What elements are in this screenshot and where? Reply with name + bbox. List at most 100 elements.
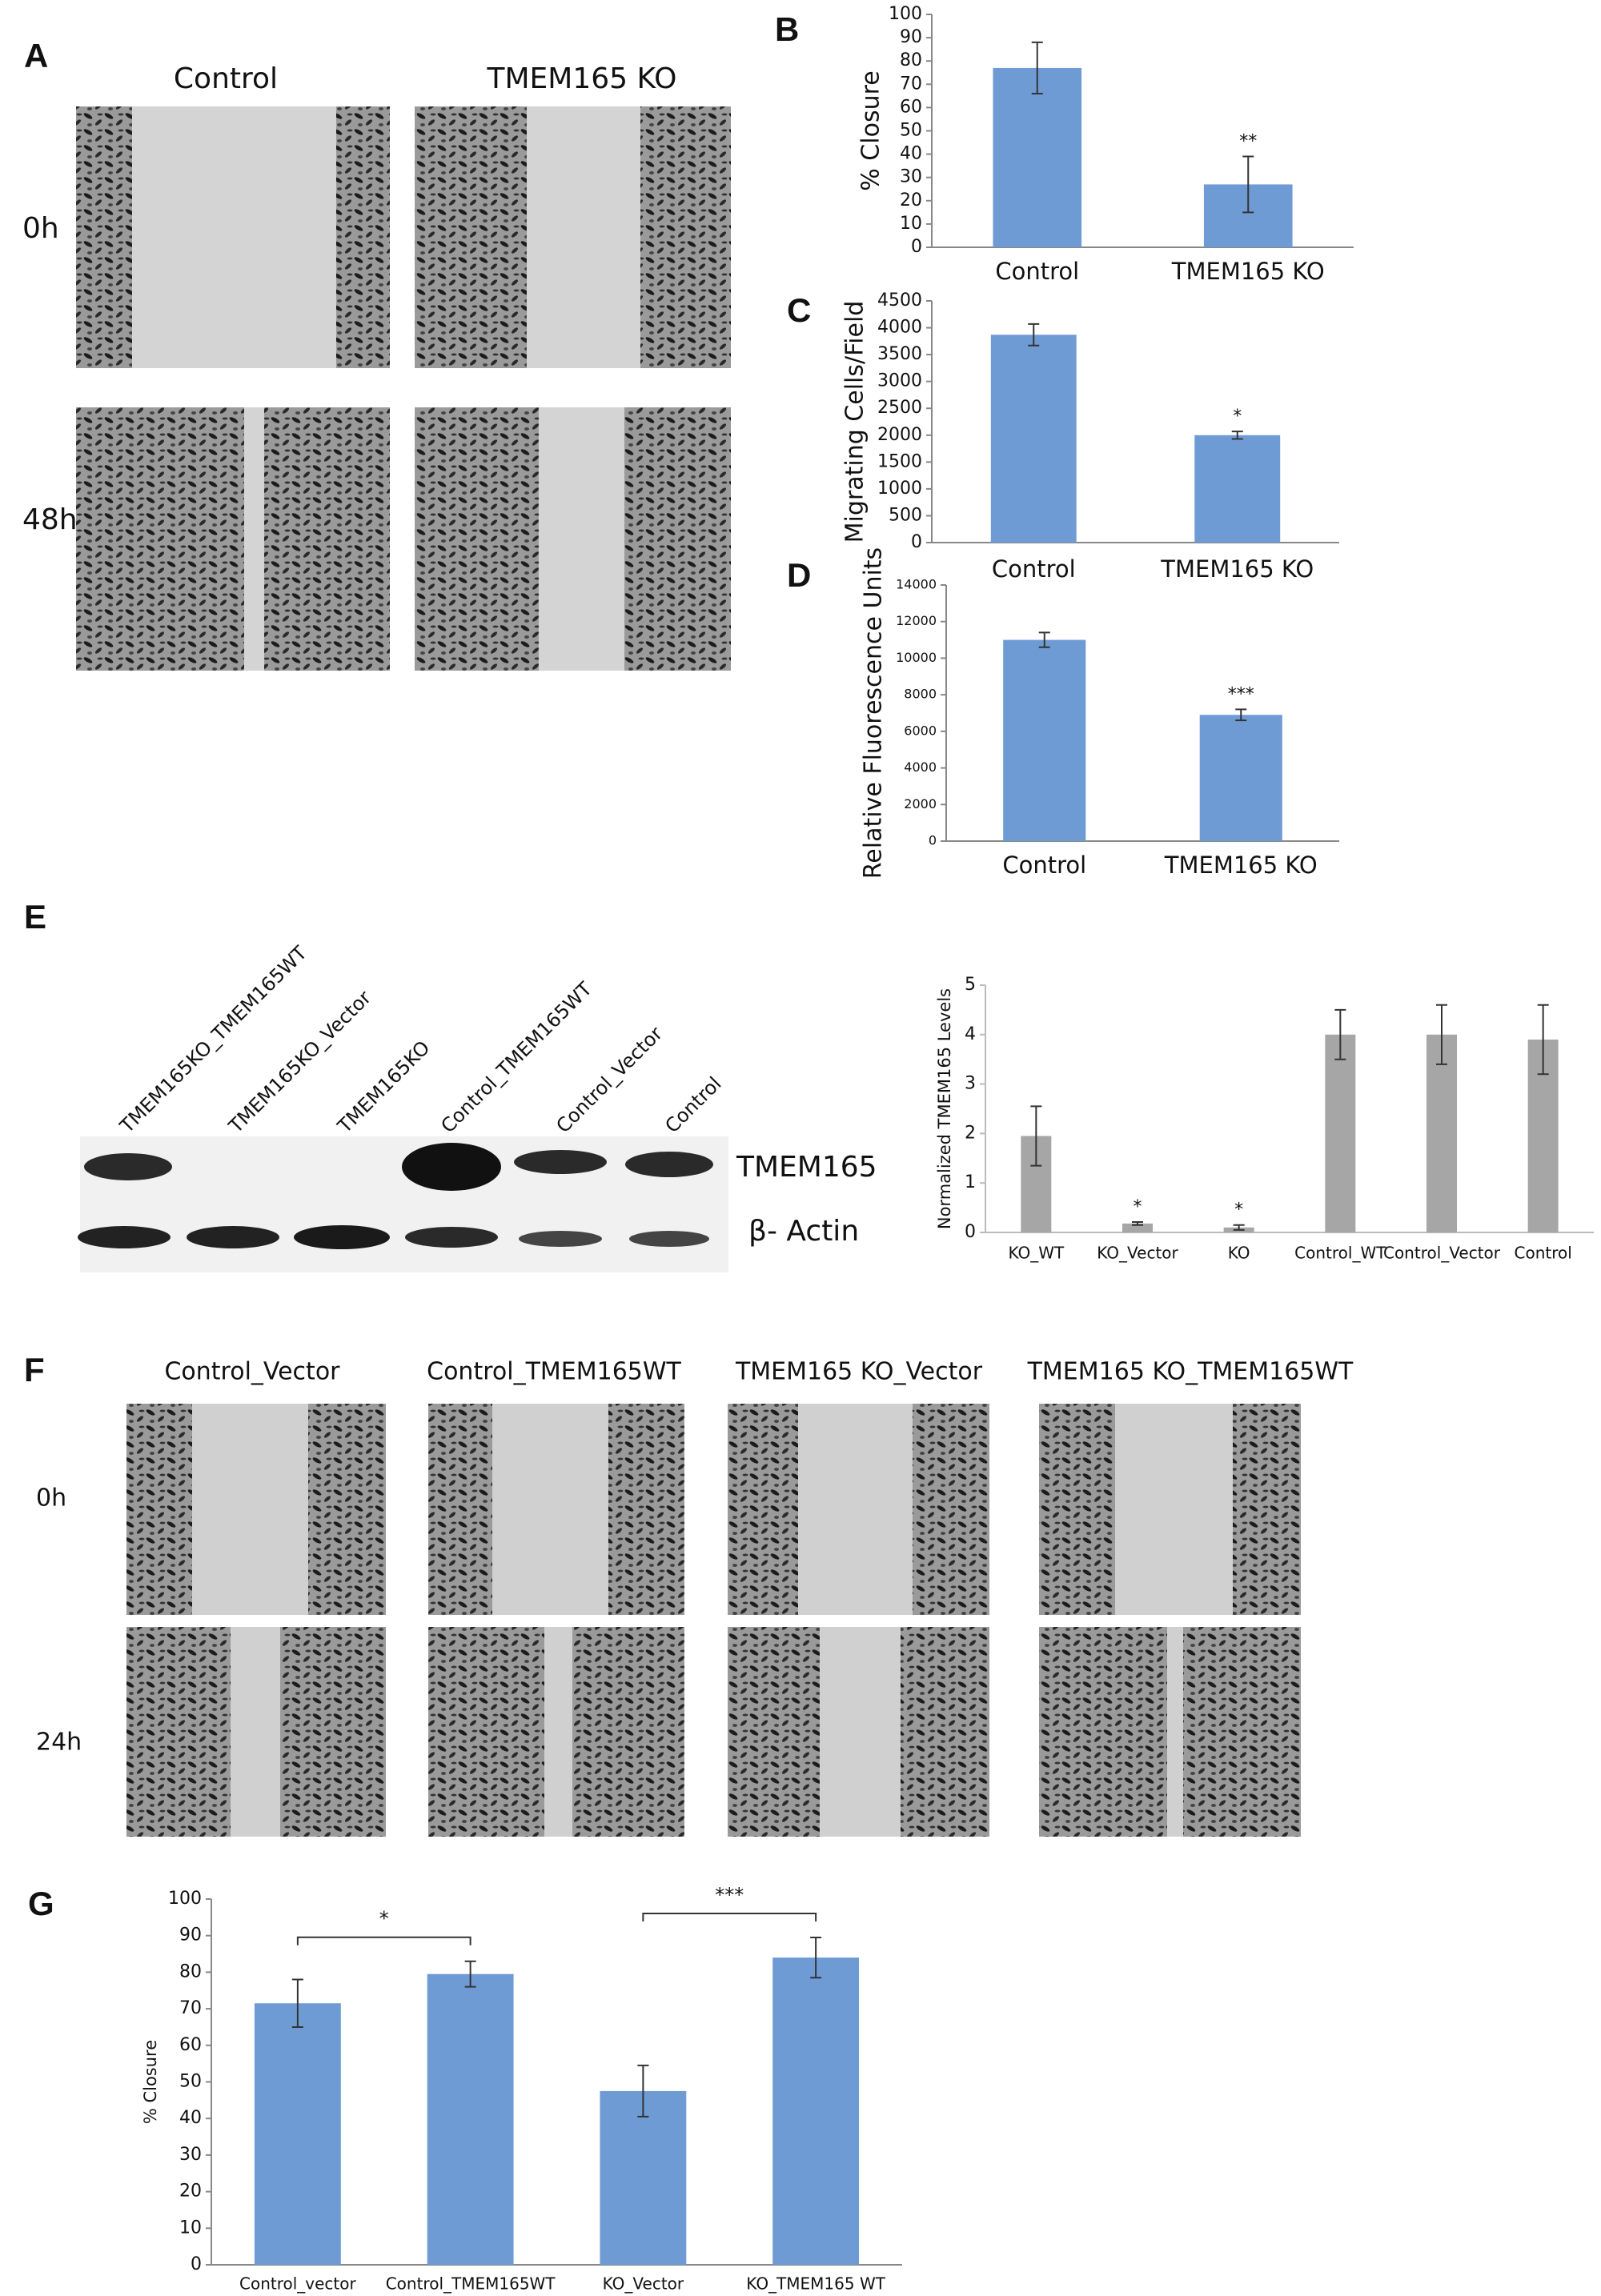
y-tick-label: 2 — [965, 1123, 976, 1143]
y-tick-label: 80 — [900, 50, 922, 70]
y-tick-label: 70 — [179, 1998, 202, 2018]
error-bar — [810, 1936, 822, 1979]
bar — [1325, 1034, 1356, 1232]
significance-label: *** — [1228, 684, 1254, 704]
x-tick-label: TMEM165 KO — [1160, 555, 1314, 583]
y-axis-label: Relative Fluorescence Units — [860, 547, 888, 879]
y-tick-label: 14000 — [896, 577, 937, 592]
micrograph — [1039, 1404, 1301, 1615]
panel-letter: A — [24, 37, 48, 74]
error-bar — [1031, 41, 1043, 94]
y-tick-label: 3000 — [877, 371, 922, 391]
y-tick-label: 0 — [191, 2254, 202, 2274]
y-tick-label: 90 — [179, 1925, 202, 1945]
micrograph — [1039, 1627, 1301, 1837]
error-bar — [1028, 323, 1040, 347]
panel-letter: B — [775, 10, 799, 48]
bar — [1003, 639, 1086, 841]
y-tick-label: 70 — [900, 74, 922, 94]
y-tick-label: 2000 — [904, 796, 937, 811]
bar — [1426, 1034, 1457, 1232]
bar — [1194, 435, 1281, 543]
bar — [1122, 1223, 1153, 1232]
error-bar — [1132, 1221, 1143, 1226]
significance-label: * — [1234, 1200, 1243, 1220]
y-axis-label: % Closure — [141, 2040, 160, 2124]
micrograph — [428, 1627, 684, 1837]
y-tick-label: 1 — [965, 1172, 976, 1192]
error-bar — [1242, 155, 1254, 214]
lane-label: Control_Vector — [552, 1022, 667, 1137]
y-tick-label: 5 — [965, 975, 976, 995]
micrograph — [76, 106, 390, 368]
y-tick-label: 80 — [179, 1961, 202, 1981]
y-axis-label: Normalized TMEM165 Levels — [935, 988, 954, 1229]
y-tick-label: 50 — [179, 2072, 202, 2092]
lane-label: Control — [660, 1072, 725, 1137]
error-bar — [637, 2064, 649, 2118]
y-tick-label: 20 — [900, 190, 922, 210]
band-label: β- Actin — [748, 1215, 859, 1248]
micrograph — [728, 1627, 989, 1837]
micrograph — [415, 106, 731, 368]
x-tick-label: KO_TMEM165 WT — [746, 2274, 885, 2294]
error-bar — [1235, 708, 1247, 722]
x-tick-label: Control_WT — [1294, 1244, 1386, 1263]
y-tick-label: 0 — [965, 1222, 976, 1242]
y-tick-label: 2000 — [877, 425, 922, 445]
y-tick-label: 10 — [179, 2218, 202, 2238]
lane-label: TMEM165KO_TMEM165WT — [115, 941, 311, 1137]
micrograph — [126, 1627, 386, 1837]
y-tick-label: 10000 — [896, 650, 937, 665]
bar — [254, 2003, 341, 2265]
y-tick-label: 60 — [179, 2035, 202, 2055]
x-tick-label: Control_Vector — [1383, 1244, 1501, 1263]
x-tick-label: Control_vector — [239, 2274, 357, 2294]
x-tick-label: KO_Vector — [603, 2274, 684, 2294]
micrograph — [76, 407, 390, 671]
y-tick-label: 0 — [911, 532, 922, 552]
bar — [993, 67, 1082, 248]
y-axis-label: Migrating Cells/Field — [841, 301, 869, 543]
significance-label: * — [1134, 1197, 1142, 1217]
y-tick-label: 0 — [911, 237, 922, 257]
error-bar — [1231, 431, 1243, 440]
y-tick-label: 10 — [900, 214, 922, 234]
y-tick-label: 0 — [929, 833, 937, 848]
bar — [600, 2090, 687, 2265]
row-title: 0h — [22, 212, 59, 245]
panel-letter: D — [787, 556, 811, 594]
y-tick-label: 3500 — [877, 344, 922, 364]
column-title: Control_Vector — [164, 1358, 340, 1386]
y-tick-label: 90 — [900, 27, 922, 47]
row-title: 48h — [22, 503, 78, 536]
error-bar — [1233, 1224, 1245, 1231]
y-tick-label: 60 — [900, 97, 922, 117]
error-bar — [1030, 1105, 1042, 1167]
y-tick-label: 4000 — [877, 318, 922, 338]
y-tick-label: 20 — [179, 2182, 202, 2202]
x-tick-label: Control — [992, 555, 1076, 583]
column-title: Control_TMEM165WT — [427, 1358, 681, 1386]
column-title: TMEM165 KO_Vector — [735, 1358, 983, 1386]
panel-letter: C — [787, 291, 811, 329]
error-bar — [1038, 631, 1050, 648]
bar — [772, 1957, 860, 2265]
x-tick-label: Control_TMEM165WT — [386, 2274, 556, 2294]
x-tick-label: KO — [1228, 1244, 1250, 1263]
x-tick-label: Control — [995, 258, 1079, 285]
error-bar — [1537, 1004, 1549, 1076]
panel-letter: E — [24, 898, 46, 936]
y-tick-label: 12000 — [896, 613, 937, 628]
y-tick-label: 1500 — [877, 451, 922, 471]
y-tick-label: 50 — [900, 121, 922, 141]
column-title: TMEM165 KO — [487, 62, 677, 95]
y-tick-label: 8000 — [904, 687, 937, 702]
error-bar — [291, 1978, 303, 2028]
micrograph — [728, 1404, 989, 1615]
y-tick-label: 30 — [179, 2145, 202, 2165]
micrograph — [415, 407, 731, 671]
y-tick-label: 4500 — [877, 291, 922, 311]
significance-label: * — [1233, 407, 1242, 427]
